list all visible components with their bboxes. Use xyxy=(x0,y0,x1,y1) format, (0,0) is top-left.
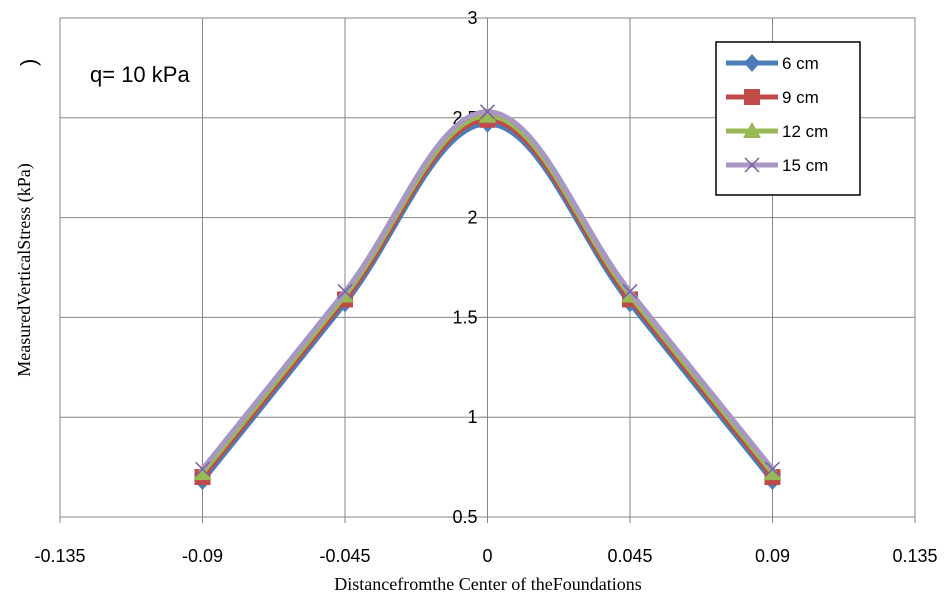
x-marker-stroke xyxy=(479,104,496,120)
series-15-cm xyxy=(194,104,781,477)
x-marker-stroke xyxy=(744,157,760,173)
data-point xyxy=(194,461,211,477)
x-tick-label: -0.045 xyxy=(319,546,370,566)
legend-label: 12 cm xyxy=(782,122,828,141)
data-point xyxy=(193,464,212,481)
legend-label: 9 cm xyxy=(782,88,819,107)
x-tick-label: 0 xyxy=(482,546,492,566)
load-annotation: q= 10 kPa xyxy=(90,62,190,87)
y-tick-label: 2 xyxy=(467,208,477,228)
legend-marker xyxy=(744,89,760,105)
legend-item: 12 cm xyxy=(726,122,828,141)
x-marker-stroke xyxy=(622,283,638,299)
y-tick-label: 1 xyxy=(467,407,477,427)
y-tick-label: 0.5 xyxy=(452,507,477,527)
data-point xyxy=(337,283,353,299)
legend-box xyxy=(715,41,861,196)
x-tick-label: 0.09 xyxy=(755,546,790,566)
fragment-text: ) xyxy=(16,59,41,66)
x-tick-label: -0.135 xyxy=(34,546,85,566)
x-axis-label: Distancefromthe Center of theFoundations xyxy=(334,574,641,594)
legend-label: 15 cm xyxy=(782,156,828,175)
legend-marker xyxy=(743,122,761,138)
y-tick-label: 1.5 xyxy=(452,307,477,327)
data-point xyxy=(622,283,638,299)
data-point xyxy=(763,464,782,481)
data-point xyxy=(764,461,781,477)
x-tick-label: 0.045 xyxy=(607,546,652,566)
data-point xyxy=(478,106,497,123)
x-tick-label: -0.09 xyxy=(182,546,223,566)
legend-item: 6 cm xyxy=(726,54,819,73)
x-marker-stroke xyxy=(337,283,353,299)
x-tick-label: 0.135 xyxy=(892,546,937,566)
y-axis-label: MeasuredVerticalStress (kPa) xyxy=(14,163,35,376)
tick-labels: -0.135 -0.09 -0.045 0 0.045 0.09 0.135 0.5 1 1.5 2… xyxy=(34,8,937,566)
y-tick-label: 3 xyxy=(467,8,477,28)
x-marker-stroke xyxy=(194,461,211,477)
legend-marker xyxy=(744,157,760,173)
legend-item: 15 cm xyxy=(726,156,828,175)
legend-label: 6 cm xyxy=(782,54,819,73)
legend-marker xyxy=(744,54,760,72)
series-group xyxy=(193,104,782,491)
x-marker-stroke xyxy=(764,461,781,477)
legend-item: 9 cm xyxy=(726,88,819,107)
legend: 6 cm 9 cm 12 cm 15 cm xyxy=(715,41,861,196)
data-point xyxy=(479,104,496,120)
